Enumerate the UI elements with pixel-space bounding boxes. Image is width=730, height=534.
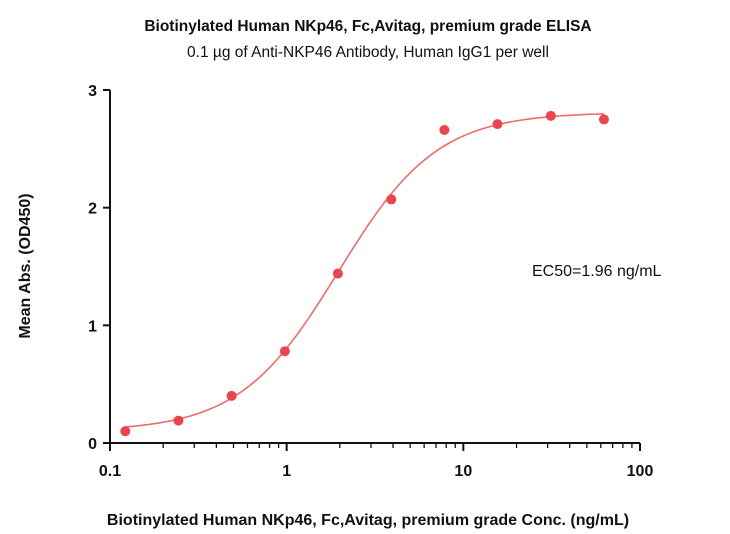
y-axis-label: Mean Abs. (OD450) — [17, 193, 34, 338]
data-point — [332, 268, 343, 279]
data-point — [279, 346, 290, 357]
x-tick-label: 1 — [282, 463, 291, 480]
x-tick-label: 10 — [454, 463, 472, 480]
y-tick-label: 0 — [88, 436, 97, 453]
chart-title: Biotinylated Human NKp46, Fc,Avitag, pre… — [144, 18, 591, 35]
data-point — [439, 125, 450, 136]
fit-curve — [125, 113, 604, 428]
ec50-annotation: EC50=1.96 ng/mL — [532, 263, 662, 280]
x-ticks: 0.1 1 10 100 — [99, 443, 654, 480]
x-axis-label: Biotinylated Human NKp46, Fc,Avitag, pre… — [107, 512, 629, 529]
data-point — [598, 114, 609, 125]
data-points — [120, 110, 609, 437]
y-tick-label: 2 — [88, 201, 97, 218]
y-tick-label: 3 — [88, 83, 97, 100]
data-point — [545, 110, 556, 121]
data-point — [492, 119, 503, 130]
chart-subtitle: 0.1 µg of Anti-NKP46 Antibody, Human IgG… — [187, 44, 549, 61]
x-tick-label: 0.1 — [99, 463, 121, 480]
data-point — [226, 390, 237, 401]
data-point — [120, 426, 131, 437]
axes — [109, 90, 640, 444]
x-tick-label: 100 — [627, 463, 654, 480]
y-tick-label: 1 — [88, 318, 97, 335]
x-minor-ticks — [162, 443, 633, 448]
data-point — [386, 194, 397, 205]
y-ticks: 0 1 2 3 — [88, 83, 110, 453]
data-point — [173, 415, 184, 426]
